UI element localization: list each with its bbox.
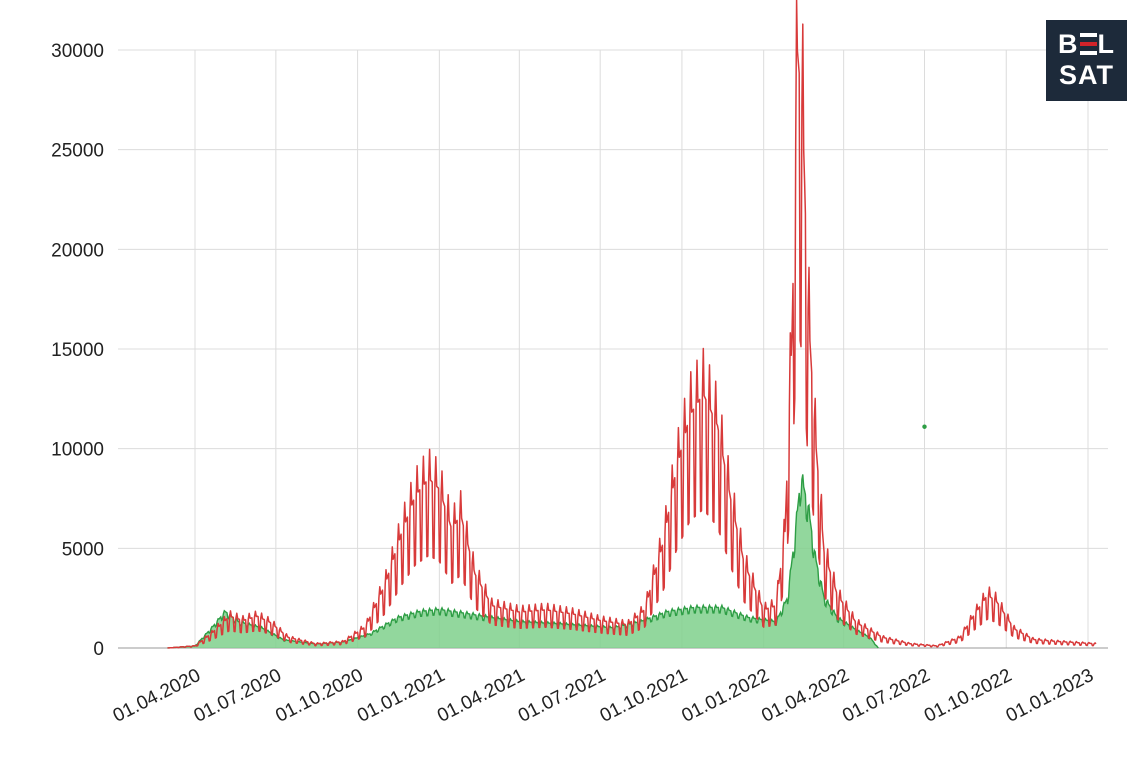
green-outlier-point xyxy=(922,424,927,429)
y-tick-label: 5000 xyxy=(62,539,104,560)
x-tick-label: 01.10.2020 xyxy=(272,665,366,727)
x-tick: 01.10.2020 xyxy=(272,665,366,727)
x-tick: 01.07.2020 xyxy=(191,665,285,727)
x-tick: 01.01.2022 xyxy=(678,665,772,727)
grid-lines xyxy=(118,49,1108,649)
series-layer xyxy=(167,0,1097,649)
y-tick-label: 30000 xyxy=(51,41,104,62)
y-tick-label: 15000 xyxy=(51,340,104,361)
x-tick: 01.04.2020 xyxy=(110,665,204,727)
x-tick-label: 01.04.2022 xyxy=(758,665,852,727)
x-tick-label: 01.07.2021 xyxy=(515,665,609,727)
x-tick: 01.01.2023 xyxy=(1003,665,1097,727)
x-tick-label: 01.07.2022 xyxy=(839,665,933,727)
x-tick-label: 01.07.2020 xyxy=(191,665,285,727)
green-series-area xyxy=(167,474,879,648)
logo-e-mark xyxy=(1079,33,1097,55)
x-tick: 01.01.2021 xyxy=(354,665,448,727)
y-tick-label: 10000 xyxy=(51,440,104,461)
x-tick-label: 01.01.2023 xyxy=(1003,665,1097,727)
x-tick-label: 01.04.2021 xyxy=(434,665,528,727)
y-tick-label: 25000 xyxy=(51,141,104,162)
x-axis-ticks: 01.04.202001.07.202001.10.202001.01.2021… xyxy=(110,665,1097,727)
logo-letter-b: B xyxy=(1058,29,1079,59)
x-tick-label: 01.10.2021 xyxy=(597,665,691,727)
logo-line-2: SAT xyxy=(1059,60,1114,90)
x-tick: 01.04.2022 xyxy=(758,665,852,727)
x-tick: 01.07.2022 xyxy=(839,665,933,727)
x-tick-label: 01.10.2022 xyxy=(921,665,1015,727)
y-tick-label: 0 xyxy=(93,639,104,660)
x-tick: 01.10.2022 xyxy=(921,665,1015,727)
green-series-line xyxy=(167,474,879,649)
y-axis-ticks: 0 5000 10000 15000 20000 25000 30000 xyxy=(51,41,104,660)
x-tick-label: 01.04.2020 xyxy=(110,665,204,727)
x-tick-label: 01.01.2021 xyxy=(354,665,448,727)
y-tick-label: 20000 xyxy=(51,240,104,261)
x-tick: 01.04.2021 xyxy=(434,665,528,727)
red-series-line xyxy=(167,0,1097,649)
logo-letter-l: L xyxy=(1097,29,1115,59)
x-tick-label: 01.01.2022 xyxy=(678,665,772,727)
x-tick: 01.07.2021 xyxy=(515,665,609,727)
x-tick: 01.10.2021 xyxy=(597,665,691,727)
